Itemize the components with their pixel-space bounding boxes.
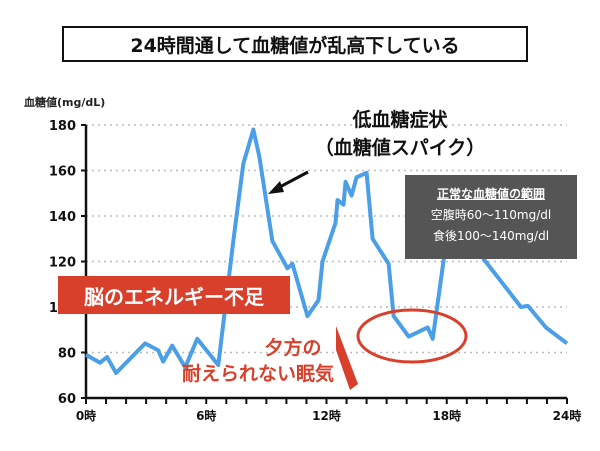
x-tick-label: 12時 xyxy=(312,408,341,423)
y-tick-label: 140 xyxy=(49,210,76,225)
y-axis-label: 血糖値(mg/dL) xyxy=(24,96,106,109)
normal-range-after-meal: 食後100〜140mg/dl xyxy=(432,229,550,243)
spike-label-line1: 低血糖症状 xyxy=(352,109,448,131)
x-tick-label: 0時 xyxy=(76,408,96,423)
drowsiness-line1: 夕方の xyxy=(264,337,322,359)
y-tick-label: 120 xyxy=(49,256,76,271)
y-tick-label: 60 xyxy=(58,392,76,407)
spike-annotation: 低血糖症状 （血糖値スパイク） xyxy=(290,106,510,162)
spike-label-line2: （血糖値スパイク） xyxy=(314,137,486,159)
x-tick-label: 6時 xyxy=(196,408,216,423)
y-tick-label: 180 xyxy=(49,119,76,134)
x-tick-label: 18時 xyxy=(432,408,461,423)
chart-title: 24時間通して血糖値が乱高下している xyxy=(62,26,528,62)
x-tick-label: 24時 xyxy=(553,408,582,423)
normal-range-fasting: 空腹時60〜110mg/dl xyxy=(430,208,552,222)
drowsiness-line2: 耐えられない眠気 xyxy=(181,363,334,385)
drowsiness-annotation: 夕方の 耐えられない眠気 xyxy=(182,335,368,387)
normal-range-box: 正常な血糖値の範囲 空腹時60〜110mg/dl 食後100〜140mg/dl xyxy=(405,175,577,259)
normal-range-title: 正常な血糖値の範囲 xyxy=(436,187,545,201)
y-tick-label: 80 xyxy=(58,347,76,362)
y-tick-label: 160 xyxy=(49,165,76,180)
energy-shortage-label: 脳のエネルギー不足 xyxy=(58,276,290,314)
